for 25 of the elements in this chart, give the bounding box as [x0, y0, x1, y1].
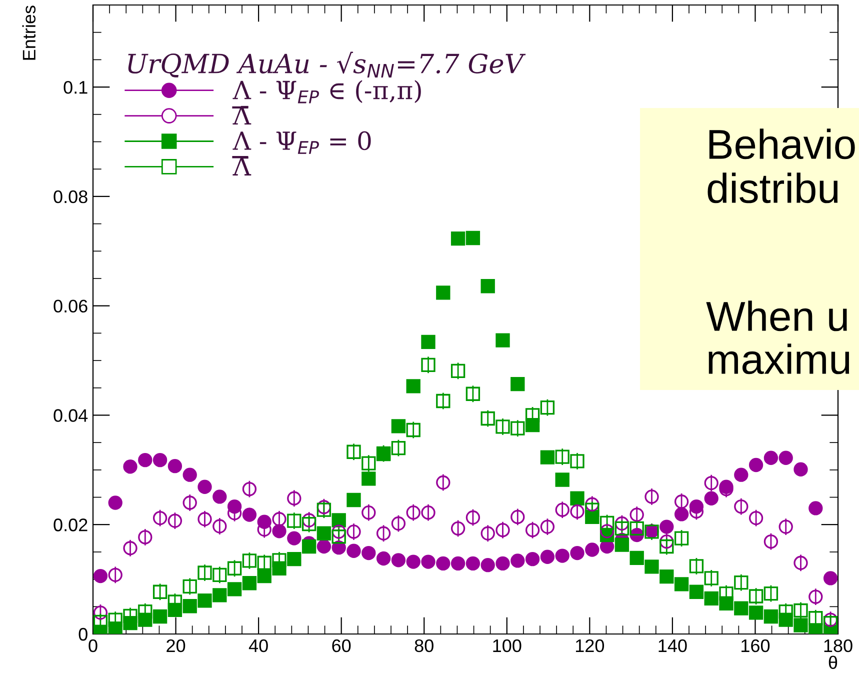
annotation: When u: [706, 300, 847, 332]
y-tick-label: 0.08: [54, 190, 88, 204]
y-tick-label: 0.02: [54, 518, 88, 532]
annotation: distribu: [708, 172, 838, 204]
x-tick-label: 80: [414, 639, 434, 652]
x-tick-label: 180: [824, 639, 852, 652]
x-tick-label: 120: [576, 639, 604, 652]
x-tick-label: 40: [248, 639, 268, 652]
x-tick-label: 140: [658, 639, 687, 652]
legend-label: Λ - Ψ$_{EP}$ = 0: [232, 131, 371, 154]
y-tick-label: 0.1: [64, 80, 88, 94]
legend-title: UrQMD AuAu - √s$_{NN}$=7.7 GeV: [128, 52, 526, 78]
x-tick-label: 20: [166, 639, 186, 652]
x-axis-title: θ: [828, 656, 838, 669]
y-tick-label: 0.06: [54, 300, 88, 313]
x-tick-label: 100: [493, 639, 522, 652]
y-tick-label: 0.04: [54, 409, 88, 422]
y-axis-title: Entries: [22, 6, 36, 60]
legend-label: Λ - Ψ$_{EP}$ ∈ (-π,π): [232, 80, 421, 104]
x-tick-label: 160: [742, 639, 770, 652]
annotation: Behavio: [709, 128, 855, 160]
annotation: maximu: [708, 344, 850, 374]
x-tick-label: 0: [88, 639, 98, 652]
x-tick-label: 60: [332, 639, 351, 652]
y-tick-label: 0: [78, 628, 88, 641]
